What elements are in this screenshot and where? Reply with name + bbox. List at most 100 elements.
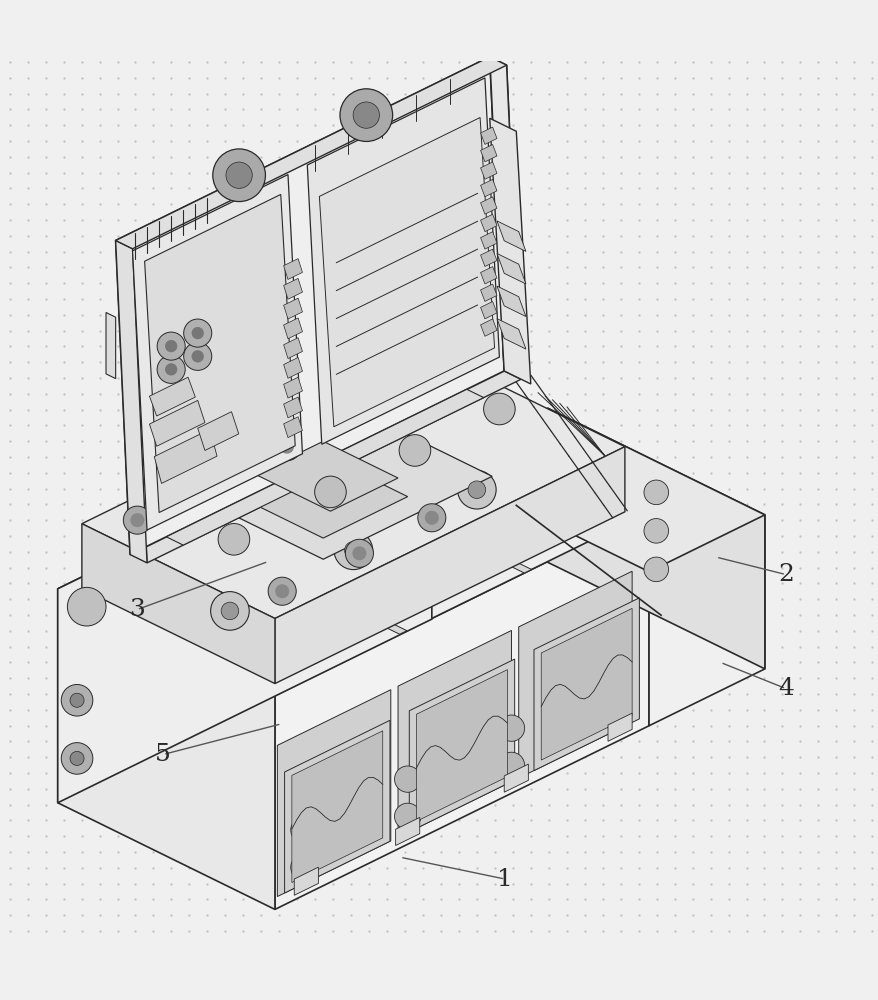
- Point: [200, 228, 214, 244]
- Point: [111, 623, 125, 639]
- Point: [254, 670, 268, 686]
- Point: [3, 528, 17, 544]
- Point: [721, 228, 735, 244]
- Point: [541, 86, 555, 102]
- Point: [362, 560, 376, 576]
- Point: [290, 70, 304, 86]
- Point: [523, 718, 537, 734]
- Point: [20, 196, 34, 212]
- Point: [613, 623, 627, 639]
- Point: [434, 907, 448, 923]
- Point: [829, 654, 843, 670]
- Point: [75, 512, 89, 528]
- Point: [685, 623, 699, 639]
- Point: [362, 575, 376, 591]
- Point: [793, 370, 807, 386]
- Point: [559, 481, 573, 497]
- Point: [846, 370, 860, 386]
- Point: [147, 749, 161, 765]
- Point: [793, 654, 807, 670]
- Point: [290, 781, 304, 797]
- Point: [541, 749, 555, 765]
- Point: [111, 733, 125, 749]
- Point: [774, 702, 788, 718]
- Point: [434, 417, 448, 433]
- Point: [200, 196, 214, 212]
- Point: [20, 765, 34, 781]
- Point: [326, 575, 340, 591]
- Point: [182, 101, 196, 117]
- Point: [56, 291, 70, 307]
- Point: [738, 165, 752, 181]
- Point: [613, 639, 627, 655]
- Point: [182, 259, 196, 275]
- Point: [685, 512, 699, 528]
- Point: [649, 686, 663, 702]
- Point: [272, 733, 286, 749]
- Point: [649, 797, 663, 813]
- Point: [757, 639, 771, 655]
- Point: [254, 528, 268, 544]
- Point: [200, 654, 214, 670]
- Point: [451, 812, 465, 828]
- Point: [666, 718, 680, 734]
- Point: [343, 923, 357, 939]
- Point: [343, 702, 357, 718]
- Point: [254, 702, 268, 718]
- Point: [757, 307, 771, 323]
- Point: [326, 196, 340, 212]
- Point: [308, 70, 322, 86]
- Point: [487, 607, 501, 623]
- Point: [470, 481, 484, 497]
- Point: [111, 654, 125, 670]
- Point: [595, 654, 609, 670]
- Point: [487, 244, 501, 260]
- Point: [111, 765, 125, 781]
- Point: [218, 449, 232, 465]
- Point: [577, 891, 591, 907]
- Point: [92, 686, 106, 702]
- Point: [505, 117, 519, 133]
- Point: [326, 307, 340, 323]
- Point: [595, 607, 609, 623]
- Point: [111, 275, 125, 291]
- Point: [398, 891, 412, 907]
- Point: [164, 528, 178, 544]
- Point: [111, 165, 125, 181]
- Point: [470, 275, 484, 291]
- Point: [308, 733, 322, 749]
- Point: [182, 496, 196, 512]
- Point: [846, 275, 860, 291]
- Point: [128, 496, 142, 512]
- Point: [290, 718, 304, 734]
- Point: [613, 228, 627, 244]
- Point: [793, 275, 807, 291]
- Point: [523, 496, 537, 512]
- Point: [272, 323, 286, 339]
- Point: [379, 70, 393, 86]
- Point: [272, 575, 286, 591]
- Point: [236, 228, 250, 244]
- Point: [326, 133, 340, 149]
- Point: [793, 496, 807, 512]
- Point: [470, 165, 484, 181]
- Point: [666, 749, 680, 765]
- Point: [666, 496, 680, 512]
- Point: [793, 259, 807, 275]
- Point: [218, 338, 232, 354]
- Polygon shape: [489, 57, 521, 379]
- Point: [470, 781, 484, 797]
- Point: [846, 86, 860, 102]
- Point: [200, 165, 214, 181]
- Point: [721, 370, 735, 386]
- Point: [631, 686, 645, 702]
- Point: [738, 765, 752, 781]
- Point: [541, 165, 555, 181]
- Point: [147, 101, 161, 117]
- Point: [738, 101, 752, 117]
- Point: [631, 275, 645, 291]
- Point: [559, 797, 573, 813]
- Point: [470, 70, 484, 86]
- Point: [236, 591, 250, 607]
- Point: [56, 923, 70, 939]
